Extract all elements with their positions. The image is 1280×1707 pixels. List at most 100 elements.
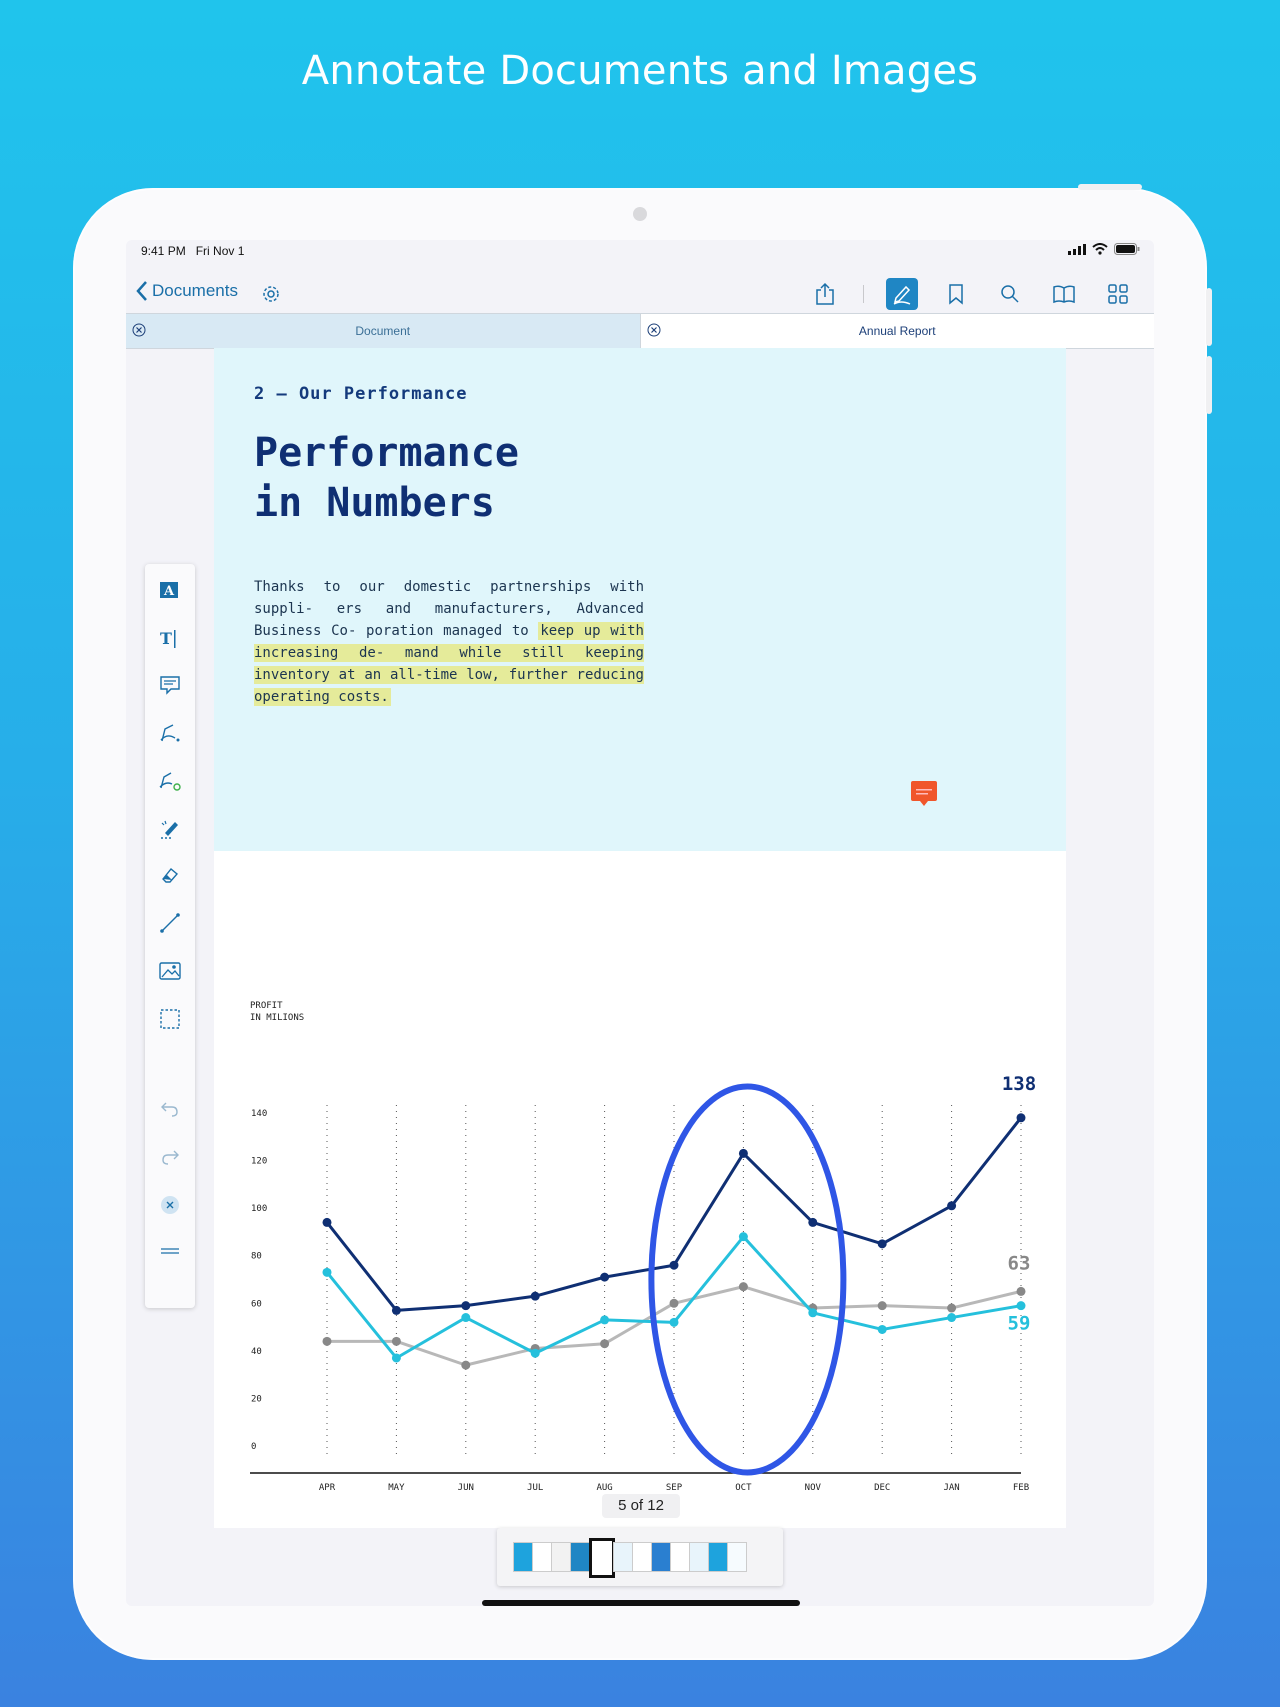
share-button[interactable] (809, 278, 841, 310)
tab-annual-report[interactable]: Annual Report (640, 314, 1154, 348)
x-tick-label: DEC (874, 1483, 890, 1493)
magic-ink-tool[interactable] (145, 766, 195, 796)
note-annotation-icon[interactable] (910, 780, 938, 808)
chevron-left-icon (136, 281, 147, 301)
series-line (325, 1116, 1023, 1312)
eraser-tool[interactable] (145, 860, 195, 890)
y-tick-label: 140 (251, 1109, 267, 1119)
x-tick-label: NOV (805, 1483, 822, 1493)
y-axis-label: IN MILIONS (250, 1013, 304, 1023)
x-tick-label: JUL (527, 1483, 543, 1493)
drag-handle[interactable] (145, 1236, 195, 1266)
document-tabs: Document Annual Report (126, 313, 1154, 349)
thumbnail-scrubber[interactable] (497, 1528, 783, 1586)
data-point (808, 1217, 818, 1227)
page-thumbnail[interactable] (613, 1542, 633, 1572)
y-tick-label: 60 (251, 1299, 262, 1309)
page-title-line1: Performance (254, 430, 519, 476)
eraser-icon (162, 868, 178, 883)
bookmark-icon (949, 284, 963, 305)
page-thumbnail[interactable] (651, 1542, 671, 1572)
outline-button[interactable] (1048, 278, 1080, 310)
back-button[interactable]: Documents (136, 280, 238, 302)
share-icon (816, 282, 834, 305)
page-thumbnail[interactable] (689, 1542, 709, 1572)
side-button-1 (1206, 288, 1212, 346)
close-circle-icon (161, 1196, 179, 1214)
page-thumbnail[interactable] (532, 1542, 552, 1572)
image-icon (159, 962, 181, 980)
svg-text:T: T (160, 629, 172, 648)
data-point (877, 1239, 887, 1249)
y-tick-label: 20 (251, 1394, 262, 1404)
page-thumbnail[interactable] (551, 1542, 571, 1572)
close-tab-icon[interactable] (132, 323, 146, 337)
data-point (391, 1305, 401, 1315)
document-page[interactable]: 2 — Our Performance Performance in Numbe… (214, 348, 1066, 1528)
free-text-tool[interactable]: T (145, 624, 195, 654)
page-thumbnail[interactable] (708, 1542, 728, 1572)
page-title-line2: in Numbers (254, 480, 495, 526)
data-point (600, 1339, 610, 1349)
toolbar-divider (863, 285, 864, 303)
series-end-label: 59 (1008, 1313, 1031, 1335)
ellipse-annotation (648, 1083, 847, 1476)
body-text-plain: Thanks to our domestic partnerships with… (254, 579, 644, 639)
data-point (947, 1303, 957, 1313)
search-button[interactable] (994, 278, 1026, 310)
data-point (877, 1324, 887, 1334)
selection-tool[interactable] (145, 1004, 195, 1034)
undo-button[interactable] (145, 1094, 195, 1124)
pen-annotate-icon (893, 285, 911, 305)
page-thumbnail[interactable] (513, 1542, 533, 1572)
data-point (391, 1336, 401, 1346)
annotation-toolbar: A T (145, 564, 195, 1308)
data-point (738, 1232, 748, 1242)
data-point (322, 1336, 332, 1346)
x-tick-label: SEP (666, 1483, 683, 1493)
gear-icon[interactable] (260, 283, 282, 305)
data-point (669, 1260, 679, 1270)
comment-icon (160, 676, 180, 695)
highlighter-icon (161, 820, 178, 839)
line-tool[interactable] (145, 908, 195, 938)
image-tool[interactable] (145, 956, 195, 986)
page-title: Performance in Numbers (254, 428, 519, 528)
close-tab-icon[interactable] (647, 323, 661, 337)
text-insert-icon: T (160, 629, 176, 648)
page-thumbnail-current[interactable] (589, 1538, 615, 1578)
redo-button[interactable] (145, 1142, 195, 1172)
headline: Annotate Documents and Images (301, 48, 979, 94)
highlight-text-tool[interactable]: A (145, 576, 195, 606)
data-point (322, 1217, 332, 1227)
status-icons (1068, 243, 1140, 255)
page-thumbnail[interactable] (570, 1542, 590, 1572)
page-header-section (214, 348, 1066, 851)
y-tick-label: 40 (251, 1347, 262, 1357)
ink-tool[interactable] (145, 718, 195, 748)
close-toolbar-button[interactable] (145, 1190, 195, 1220)
series-end-label: 63 (1008, 1252, 1031, 1274)
drag-handle-icon (161, 1248, 179, 1254)
tab-document[interactable]: Document (126, 314, 641, 348)
thumbnails-button[interactable] (1102, 278, 1134, 310)
annotate-button[interactable] (886, 278, 918, 310)
page-thumbnail[interactable] (670, 1542, 690, 1572)
data-point (600, 1315, 610, 1325)
page-thumbnail[interactable] (727, 1542, 747, 1572)
side-button-2 (1206, 356, 1212, 414)
status-time-text: 9:41 PM (141, 244, 186, 258)
page-thumbnail[interactable] (632, 1542, 652, 1572)
grid-icon (1108, 284, 1128, 304)
y-tick-label: 120 (251, 1157, 267, 1167)
note-tool[interactable] (145, 670, 195, 700)
data-point (947, 1313, 957, 1323)
y-tick-label: 100 (251, 1204, 267, 1214)
bookmark-button[interactable] (940, 278, 972, 310)
highlighter-tool[interactable] (145, 814, 195, 844)
signal-icon (1068, 243, 1086, 255)
x-tick-label: OCT (735, 1483, 752, 1493)
data-point (808, 1308, 818, 1318)
x-tick-label: JUN (458, 1483, 474, 1493)
redo-icon (162, 1150, 179, 1165)
